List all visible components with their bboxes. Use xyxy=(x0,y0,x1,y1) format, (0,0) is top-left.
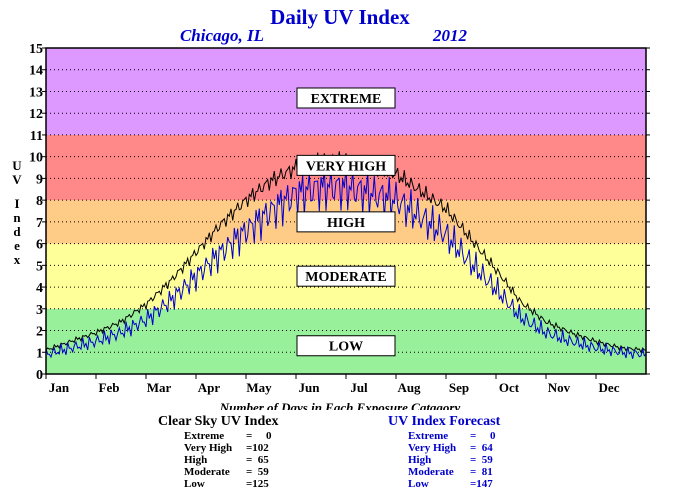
category-label: Extreme xyxy=(408,430,449,442)
band-label-high: HIGH xyxy=(296,211,396,233)
category-count: =125 xyxy=(246,478,269,490)
category-label: Very High xyxy=(408,442,457,454)
category-count: =102 xyxy=(246,442,269,454)
table-row: Very High =102 xyxy=(184,442,272,454)
table-row: Moderate = 81 xyxy=(408,466,496,478)
x-tick-label: Jan xyxy=(49,380,70,395)
category-count: = 64 xyxy=(470,442,493,454)
y-axis-letter: e xyxy=(14,238,20,253)
chart-title: Daily UV Index xyxy=(270,5,410,29)
y-tick-label: 5 xyxy=(36,259,43,274)
y-tick-label: 2 xyxy=(36,325,43,340)
series-line-clear-sky xyxy=(45,151,647,354)
category-count: = 81 xyxy=(470,466,493,478)
y-tick-label: 15 xyxy=(29,42,43,57)
band-label-very-high: VERY HIGH xyxy=(296,154,396,176)
table-row: Extreme = 0 xyxy=(184,430,272,442)
y-tick-label: 7 xyxy=(36,216,43,231)
x-tick-label: Feb xyxy=(99,380,120,395)
svg-text:LOW: LOW xyxy=(329,340,363,355)
table-row: Low =125 xyxy=(184,478,272,490)
category-count: =147 xyxy=(470,478,493,490)
category-label: Moderate xyxy=(184,466,230,478)
x-axis: Jan Feb Mar Apr May Jun Jul Aug Sep Oct Nov Dec xyxy=(45,374,620,395)
clear-sky-table: Extreme = 0 Very High =102 High = 65 Modera… xyxy=(184,430,272,490)
category-label: High xyxy=(184,454,208,466)
x-tick-label: Apr xyxy=(198,380,221,395)
svg-text:EXTREME: EXTREME xyxy=(311,92,382,107)
x-tick-label: Oct xyxy=(499,380,520,395)
clear-sky-heading: Clear Sky UV Index xyxy=(158,414,279,429)
table-row: Low =147 xyxy=(408,478,496,490)
y-tick-label: 13 xyxy=(29,85,43,100)
x-tick-label: May xyxy=(246,380,272,395)
x-tick-label: Dec xyxy=(599,380,620,395)
category-label: Extreme xyxy=(184,430,225,442)
band-label-extreme: EXTREME xyxy=(296,87,396,109)
x-tick-label: Jun xyxy=(299,380,321,395)
table-row: Very High = 64 xyxy=(408,442,496,454)
x-tick-label: Aug xyxy=(397,380,421,395)
category-count: = 0 xyxy=(246,430,272,442)
category-count: = 59 xyxy=(470,454,493,466)
y-tick-label: 0 xyxy=(36,368,43,383)
x-tick-label: Jul xyxy=(350,380,368,395)
chart-subtitle-location: Chicago, IL xyxy=(180,26,264,45)
band-label-low: LOW xyxy=(296,335,396,357)
y-tick-label: 4 xyxy=(36,281,43,296)
y-tick-label: 11 xyxy=(30,129,43,144)
forecast-heading: UV Index Forecast xyxy=(388,414,501,429)
y-axis-letter: I xyxy=(14,196,19,211)
y-tick-label: 14 xyxy=(29,64,43,79)
y-tick-label: 3 xyxy=(36,303,43,318)
y-axis-letter: n xyxy=(13,210,21,225)
clear-sky-summary: Clear Sky UV Index Extreme = 0 Very High =… xyxy=(158,414,278,490)
summary-title: Number of Days in Each Exposure Catagory xyxy=(219,400,461,410)
y-axis-letter: d xyxy=(13,224,21,239)
y-tick-label: 6 xyxy=(36,238,43,253)
category-count: = 0 xyxy=(470,430,496,442)
svg-text:VERY HIGH: VERY HIGH xyxy=(306,159,386,174)
x-tick-label: Mar xyxy=(147,380,172,395)
y-axis-letter: x xyxy=(14,252,21,267)
svg-text:MODERATE: MODERATE xyxy=(305,270,386,285)
y-axis-letter: U xyxy=(12,158,22,173)
category-label: Moderate xyxy=(408,466,454,478)
category-label: Low xyxy=(184,478,205,490)
y-tick-label: 10 xyxy=(29,151,43,166)
table-row: Moderate = 59 xyxy=(184,466,272,478)
category-count: = 59 xyxy=(246,466,269,478)
x-tick-label: Nov xyxy=(548,380,571,395)
x-tick-label: Sep xyxy=(449,380,469,395)
svg-text:HIGH: HIGH xyxy=(327,216,365,231)
forecast-table: Extreme = 0 Very High = 64 High = 59 Modera… xyxy=(408,430,496,490)
forecast-summary: UV Index Forecast Extreme = 0 Very High = … xyxy=(388,414,500,490)
band-labels: LOW MODERATE HIGH VERY HIGH EXTREME xyxy=(296,87,396,357)
uv-chart: Daily UV Index Chicago, IL 2012 LOWMODER… xyxy=(12,5,650,410)
y-tick-label: 9 xyxy=(36,172,43,187)
y-tick-label: 12 xyxy=(29,107,43,122)
table-row: High = 65 xyxy=(184,454,272,466)
y-tick-label: 8 xyxy=(36,194,43,209)
band-label-moderate: MODERATE xyxy=(296,265,396,287)
category-label: Low xyxy=(408,478,429,490)
table-row: High = 59 xyxy=(408,454,496,466)
table-row: Extreme = 0 xyxy=(408,430,496,442)
y-axis-letter: V xyxy=(12,172,22,187)
category-label: Very High xyxy=(184,442,233,454)
category-label: High xyxy=(408,454,432,466)
y-tick-label: 1 xyxy=(36,346,43,361)
category-count: = 65 xyxy=(246,454,269,466)
chart-subtitle-year: 2012 xyxy=(432,26,468,45)
